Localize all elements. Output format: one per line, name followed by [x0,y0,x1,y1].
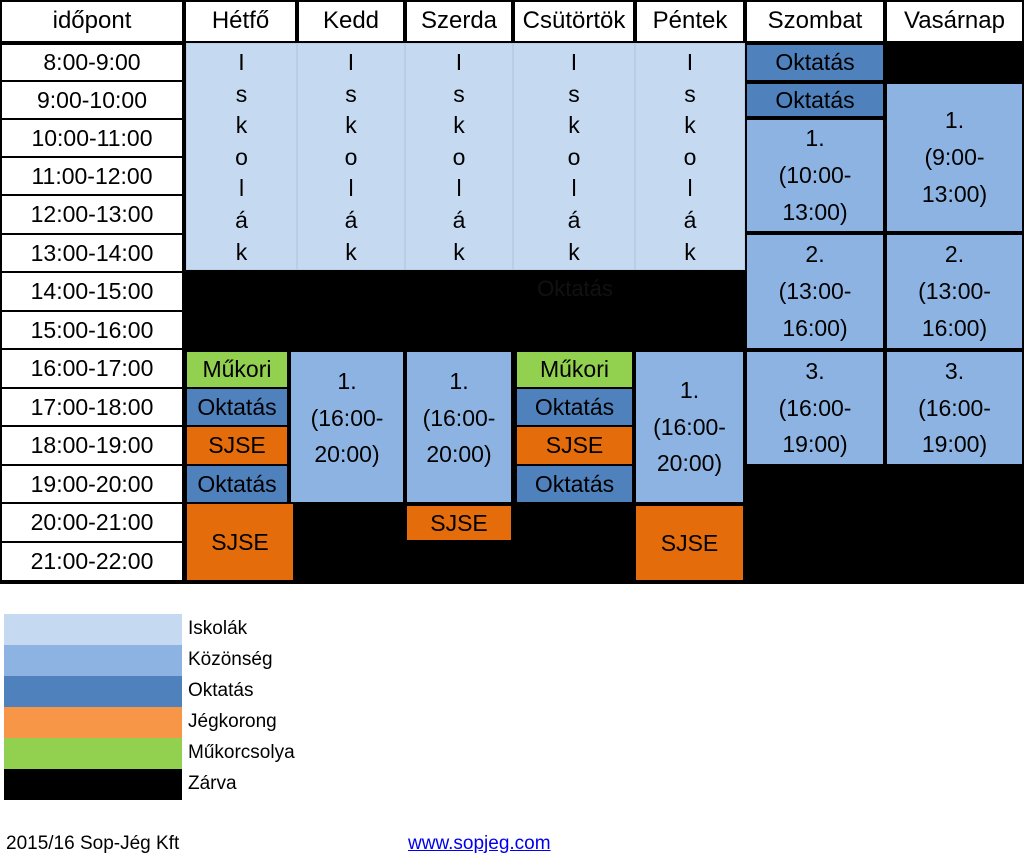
time-slot: 10:00-11:00 [0,118,184,158]
vasarnap-session-1: 1. (9:00- 13:00) [885,82,1024,233]
website-link[interactable]: www.sopjeg.com [408,833,551,854]
time-slot: 15:00-16:00 [0,310,184,350]
legend-swatch [4,614,182,645]
pentek-kozonseg: 1. (16:00- 20:00) [634,350,745,504]
schedule-grid: időpont Hétfő Kedd Szerda Csütörtök Pént… [0,0,1024,584]
legend-swatch [4,707,182,738]
legend-swatch [4,769,182,800]
time-slot: 12:00-13:00 [0,194,184,235]
vasarnap-session-2: 2. (13:00- 16:00) [885,233,1024,350]
csutortok-oktatas-2: Oktatás [515,464,634,504]
csutortok-sjse: SJSE [515,425,634,466]
time-slot: 19:00-20:00 [0,464,184,504]
legend-label: Közönség [188,649,273,670]
time-slot: 18:00-19:00 [0,425,184,466]
time-slot: 21:00-22:00 [0,541,184,582]
szombat-oktatas-1: Oktatás [745,43,885,82]
time-slot: 11:00-12:00 [0,156,184,196]
header-day-szombat: Szombat [745,0,885,43]
header-day-vasarnap: Vasárnap [885,0,1024,43]
header-day-pentek: Péntek [635,0,745,43]
szerda-sjse: SJSE [405,504,513,542]
hetfo-oktatas-1: Oktatás [185,387,289,427]
kedd-kozonseg: 1. (16:00- 20:00) [289,350,405,504]
szerda-kozonseg: 1. (16:00- 20:00) [405,350,513,504]
footer-company: 2015/16 Sop-Jég Kft [6,833,180,854]
header-day-hetfo: Hétfő [184,0,297,43]
legend-swatch [4,738,182,769]
legend-swatch [4,676,182,707]
time-slot: 16:00-17:00 [0,348,184,389]
header-time: időpont [0,0,184,43]
legend-label: Műkorcsolya [188,742,295,763]
legend-label: Zárva [188,773,237,794]
szombat-session-3: 3. (16:00- 19:00) [745,350,885,466]
legend-label: Iskolák [188,618,248,639]
time-slot: 8:00-9:00 [0,43,184,82]
vasarnap-session-3: 3. (16:00- 19:00) [885,350,1024,466]
hetfo-sjse-2: SJSE [185,502,295,582]
time-slot: 14:00-15:00 [0,271,184,312]
time-slot: 20:00-21:00 [0,502,184,543]
hetfo-oktatas-2: Oktatás [185,464,289,504]
pentek-sjse: SJSE [634,504,745,582]
legend-label: Jégkorong [188,711,277,732]
csutortok-oktatas-1: Oktatás [515,387,634,427]
hetfo-mukori: Műkori [185,350,289,389]
time-slot: 17:00-18:00 [0,387,184,427]
csutortok-mukori: Műkori [515,350,634,389]
header-day-kedd: Kedd [297,0,405,43]
szombat-oktatas-2: Oktatás [745,82,885,118]
legend-swatch [4,645,182,676]
szombat-session-1: 1. (10:00- 13:00) [745,118,885,233]
legend-label: Oktatás [188,680,254,701]
header-day-csutortok: Csütörtök [513,0,635,43]
time-slot: 13:00-14:00 [0,233,184,273]
closed-area-label: Oktatás [537,276,613,301]
hetfo-sjse-1: SJSE [185,425,289,466]
szombat-session-2: 2. (13:00- 16:00) [745,233,885,350]
header-day-szerda: Szerda [405,0,513,43]
time-slot: 9:00-10:00 [0,80,184,120]
